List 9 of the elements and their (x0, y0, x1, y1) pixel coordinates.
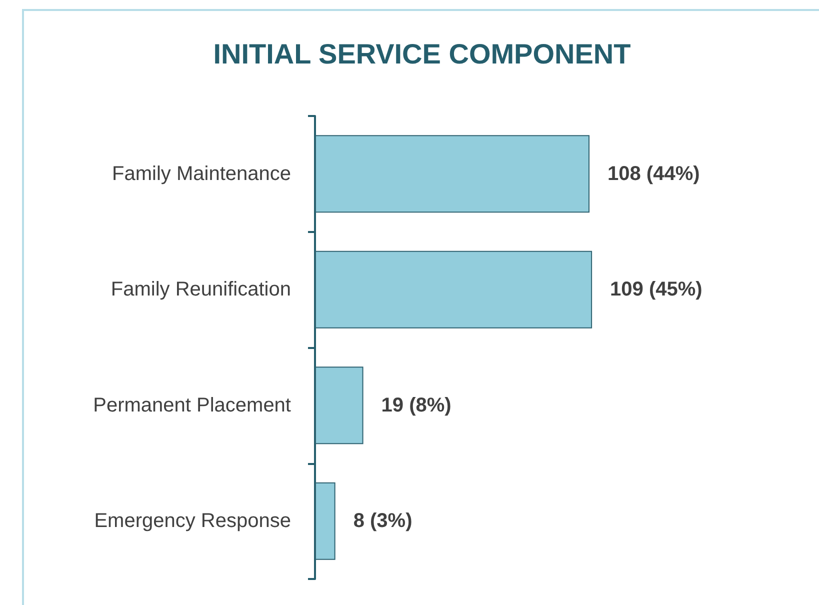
y-tick-label: Emergency Response (94, 510, 291, 532)
y-tick-label: Family Maintenance (112, 162, 291, 185)
chart-title: INITIAL SERVICE COMPONENT (213, 38, 631, 70)
y-tick-label: Family Reunification (110, 278, 291, 301)
data-label: 108 (44%) (608, 162, 700, 185)
data-label: 8 (3%) (353, 510, 412, 532)
data-label: 19 (8%) (381, 394, 452, 416)
y-tick-label: Permanent Placement (93, 394, 292, 416)
data-label: 109 (45%) (610, 278, 702, 301)
